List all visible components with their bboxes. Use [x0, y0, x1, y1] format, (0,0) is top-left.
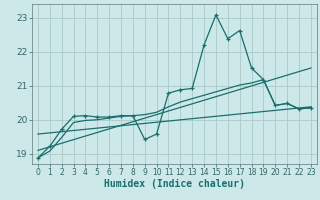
X-axis label: Humidex (Indice chaleur): Humidex (Indice chaleur)	[104, 179, 245, 189]
